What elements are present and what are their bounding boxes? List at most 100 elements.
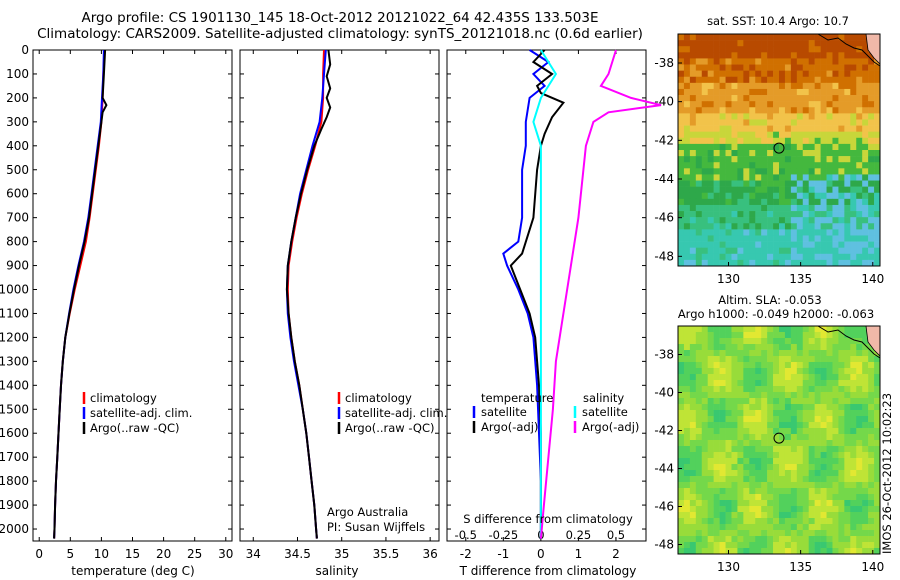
map-cell [737, 131, 744, 139]
y-tick-label: 1100 [0, 306, 29, 320]
map-cell [737, 186, 744, 194]
map-cell [814, 344, 821, 351]
map-cell [850, 374, 857, 381]
map-cell [832, 476, 839, 483]
map-cell [826, 524, 833, 531]
y-tick-label: 1400 [0, 378, 29, 392]
map-cell [707, 235, 714, 242]
map-cell [838, 434, 845, 441]
map-cell [790, 125, 798, 132]
map-cell [749, 46, 756, 53]
map-cell [814, 40, 821, 47]
map-cell [719, 137, 726, 145]
map-cell [868, 536, 875, 543]
map-cell [701, 410, 708, 417]
map-cell [731, 398, 738, 405]
map-cell [844, 332, 851, 339]
map-cell [719, 332, 726, 339]
map-cell [850, 241, 857, 248]
map-cell [832, 386, 839, 393]
map-cell [856, 500, 863, 507]
map-cell [683, 82, 691, 90]
map-cell [719, 82, 726, 90]
map-cell [743, 241, 750, 248]
map-cell [761, 458, 768, 465]
map-cell [832, 350, 839, 357]
map-cell [725, 458, 732, 465]
imos-credit: IMOS 26-Oct-2012 10:02:23 [880, 393, 894, 554]
map-cell [725, 192, 732, 200]
map-cell [743, 247, 750, 255]
map-cell [808, 458, 815, 465]
map-cell [856, 428, 863, 435]
map-cell [796, 137, 804, 145]
map-cell [784, 464, 792, 471]
map-cell [719, 101, 726, 108]
map-cell [820, 530, 827, 537]
map-cell [862, 338, 869, 345]
map-cell [707, 204, 714, 212]
map-cell [719, 542, 726, 549]
map-cell [731, 476, 738, 483]
map-cell [701, 446, 708, 453]
map-cell [779, 542, 786, 549]
map-cell [713, 229, 720, 236]
map-cell [868, 52, 875, 59]
map-cell [820, 223, 827, 230]
map-cell [796, 82, 804, 90]
map-cell [737, 88, 744, 96]
map-cell [779, 125, 786, 132]
map-cell [749, 143, 756, 151]
map-cell [743, 168, 750, 175]
map-cell [820, 119, 827, 126]
map-cell [695, 40, 703, 47]
map-cell [790, 253, 798, 261]
map-cell [737, 362, 744, 369]
map-cell [856, 458, 863, 465]
map-cell [856, 259, 863, 267]
map-cell [838, 247, 845, 255]
map-cell [844, 64, 851, 71]
map-cell [713, 368, 720, 375]
map-cell [784, 422, 792, 429]
map-cell [868, 512, 875, 519]
map-cell [850, 368, 857, 375]
map-cell [808, 494, 815, 501]
map-cell [683, 40, 691, 47]
map-cell [838, 253, 845, 261]
map-cell [731, 500, 738, 507]
map-cell [689, 143, 697, 151]
map-cell [731, 326, 738, 333]
map-cell [862, 229, 869, 236]
map-cell [689, 241, 697, 248]
sst-argo-marker [773, 142, 785, 154]
map-cell [844, 162, 851, 169]
map-cell [802, 76, 809, 84]
map-cell [767, 380, 774, 387]
map-cell [737, 119, 744, 126]
map-cell [773, 482, 780, 489]
x-tick-label: 2 [612, 547, 620, 561]
map-cell [719, 512, 726, 519]
y-tick-label: 0 [21, 43, 29, 57]
map-cell [755, 326, 762, 333]
map-cell [695, 332, 703, 339]
map-cell [773, 464, 780, 471]
map-cell [683, 548, 691, 555]
map-cell [779, 253, 786, 261]
map-cell [796, 530, 804, 537]
map-cell [749, 125, 756, 132]
map-cell [838, 107, 845, 114]
map-cell [713, 452, 720, 459]
legend-label-temp-argo: Argo(-adj) [481, 420, 538, 434]
map-cell [838, 368, 845, 375]
map-cell [874, 241, 881, 248]
map-cell [719, 428, 726, 435]
map-cell [689, 542, 697, 549]
map-cell [731, 95, 738, 102]
map-cell [689, 530, 697, 537]
map-cell [761, 518, 768, 525]
map-cell [701, 82, 708, 90]
map-cell [808, 198, 815, 206]
map-cell [737, 34, 744, 41]
